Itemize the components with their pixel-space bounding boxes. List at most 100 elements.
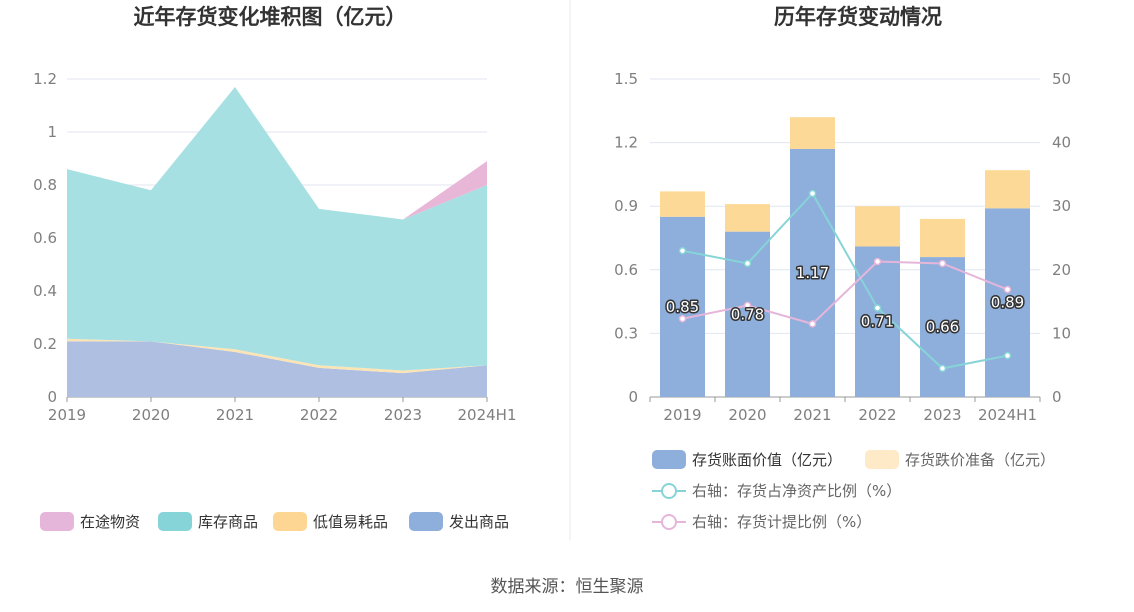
- left-x-tick-label: 2019: [48, 406, 86, 424]
- inventory-bar-line-chart: 历年存货变动情况 0.85 0.78 1.17 0.71 0.66 0.89 0 0.3 0.…: [614, 5, 1071, 531]
- right-chart-title: 历年存货变动情况: [774, 5, 942, 29]
- bar-存货账面价值（亿元）-2024H1: [985, 208, 1030, 397]
- left-legend-item[interactable]: 低值易耗品: [273, 512, 388, 531]
- right-x-tick-label: 2023: [923, 406, 961, 424]
- left-legend-item[interactable]: 库存商品: [158, 512, 258, 531]
- right-y-tick-label: 0.9: [614, 197, 638, 215]
- left-legend-swatch: [273, 512, 307, 531]
- left-y-axis: 0 0.2 0.4 0.6 0.8 1 1.2: [33, 70, 57, 406]
- left-legend-swatch: [409, 512, 443, 531]
- left-legend-label: 发出商品: [449, 513, 509, 531]
- right-legend-marker: [661, 514, 677, 530]
- right-y-tick-label: 0.3: [614, 324, 638, 342]
- right-legend-marker: [661, 483, 677, 499]
- bar-存货跌价准备（亿元）-2023: [920, 218, 965, 258]
- left-x-tick-label: 2021: [216, 406, 254, 424]
- line-point: [678, 315, 687, 323]
- line-point: [808, 189, 817, 198]
- left-legend-label: 在途物资: [80, 513, 140, 531]
- inventory-stacked-area-chart: 近年存货变化堆积图（亿元） 0 0.2 0.4 0.6 0.8 1 1.2 2019 2020…: [33, 5, 517, 531]
- right-x-tick-label: 2024H1: [978, 406, 1037, 424]
- right-legend-item[interactable]: 存货账面价值（亿元）: [652, 450, 842, 469]
- line-point: [1003, 285, 1012, 294]
- line-point: [743, 259, 752, 268]
- left-legend-swatch: [40, 512, 74, 531]
- line-point: [938, 364, 947, 373]
- bar-value-label: 0.89: [991, 294, 1024, 312]
- right-x-tick-label: 2019: [663, 406, 701, 424]
- line-point: [1003, 351, 1012, 360]
- bar-存货账面价值（亿元）-2023: [920, 257, 965, 397]
- right-y-tick-label: 0: [628, 388, 638, 406]
- right-legend-label: 右轴：存货占净资产比例（%）: [692, 482, 901, 500]
- left-legend-item[interactable]: 在途物资: [40, 512, 140, 531]
- right-bar-labels: 0.85 0.78 1.17 0.71 0.66 0.89: [664, 262, 1025, 337]
- left-y-tick-label: 0.2: [33, 335, 57, 353]
- right-gridlines: [650, 78, 1040, 398]
- left-y-tick-label: 1: [47, 123, 57, 141]
- right-x-tick-label: 2020: [728, 406, 766, 424]
- right-legend-item[interactable]: 右轴：存货计提比例（%）: [652, 513, 871, 531]
- right-legend-swatch: [652, 450, 686, 469]
- bar-value-label: 0.66: [926, 318, 959, 336]
- right-legend-swatch: [865, 450, 899, 469]
- bar-存货跌价准备（亿元）-2020: [725, 204, 770, 232]
- right-x-tick-label: 2021: [793, 406, 831, 424]
- right-legend-item[interactable]: 右轴：存货占净资产比例（%）: [652, 482, 901, 500]
- left-legend-label: 低值易耗品: [313, 513, 388, 531]
- right-line-series: [678, 189, 1012, 373]
- left-y-tick-label: 1.2: [33, 70, 57, 88]
- bar-存货账面价值（亿元）-2019: [660, 216, 705, 397]
- bar-value-label: 1.17: [796, 264, 829, 282]
- right-x-axis: 2019 2020 2021 2022 2023 2024H1: [649, 397, 1041, 424]
- left-y-tick-label: 0: [47, 388, 57, 406]
- right-legend-label: 存货跌价准备（亿元）: [905, 451, 1055, 469]
- right-bar-series: [660, 117, 1030, 397]
- left-legend[interactable]: 在途物资 库存商品 低值易耗品 发出商品: [40, 512, 509, 531]
- right-right-y-axis: 0 10 20 30 40 50: [1052, 70, 1071, 406]
- line-point: [678, 246, 687, 255]
- left-area-series: [67, 86, 487, 397]
- right-y-tick-label: 1.5: [614, 70, 638, 88]
- right-y2-tick-label: 50: [1052, 70, 1071, 88]
- left-x-axis: 2019 2020 2021 2022 2023 2024H1: [48, 397, 517, 424]
- line-series-右轴：存货占净资产比例（%）: [682, 191, 1008, 370]
- line-point: [873, 257, 882, 266]
- line-point: [808, 320, 817, 328]
- right-y-tick-label: 0.6: [614, 261, 638, 279]
- line-series-右轴：存货计提比例（%）: [682, 260, 1008, 325]
- left-x-tick-label: 2022: [300, 406, 338, 424]
- right-legend[interactable]: 存货账面价值（亿元） 存货跌价准备（亿元）右轴：存货占净资产比例（%） 右轴：存货计…: [652, 450, 1055, 531]
- right-x-tick-label: 2022: [858, 406, 896, 424]
- data-source-footer: 数据来源：恒生聚源: [491, 577, 644, 597]
- left-legend-item[interactable]: 发出商品: [409, 512, 509, 531]
- left-y-tick-label: 0.4: [33, 282, 57, 300]
- right-y2-tick-label: 20: [1052, 261, 1071, 279]
- bar-存货跌价准备（亿元）-2021: [790, 117, 835, 149]
- left-x-tick-label: 2020: [132, 406, 170, 424]
- bar-存货跌价准备（亿元）-2019: [660, 191, 705, 217]
- bar-value-label: 0.71: [861, 313, 894, 331]
- right-left-y-axis: 0 0.3 0.6 0.9 1.2 1.5: [614, 70, 638, 406]
- right-y-tick-label: 1.2: [614, 134, 638, 152]
- left-x-tick-label: 2024H1: [458, 406, 517, 424]
- left-y-tick-label: 0.8: [33, 176, 57, 194]
- right-y2-tick-label: 30: [1052, 197, 1071, 215]
- line-point: [938, 259, 947, 268]
- bar-value-label: 0.85: [666, 298, 699, 316]
- right-y2-tick-label: 10: [1052, 324, 1071, 342]
- line-point: [743, 301, 752, 310]
- area-series-发出商品: [67, 341, 487, 397]
- right-y2-tick-label: 40: [1052, 134, 1071, 152]
- bar-存货跌价准备（亿元）-2022: [855, 206, 900, 247]
- bar-存货账面价值（亿元）-2020: [725, 231, 770, 397]
- left-legend-label: 库存商品: [198, 513, 258, 531]
- right-legend-item[interactable]: 存货跌价准备（亿元）: [865, 450, 1055, 469]
- left-chart-title: 近年存货变化堆积图（亿元）: [134, 5, 407, 29]
- right-y2-tick-label: 0: [1052, 388, 1062, 406]
- left-y-tick-label: 0.6: [33, 229, 57, 247]
- left-x-tick-label: 2023: [384, 406, 422, 424]
- area-series-库存商品: [67, 86, 487, 371]
- bar-存货跌价准备（亿元）-2024H1: [985, 170, 1030, 209]
